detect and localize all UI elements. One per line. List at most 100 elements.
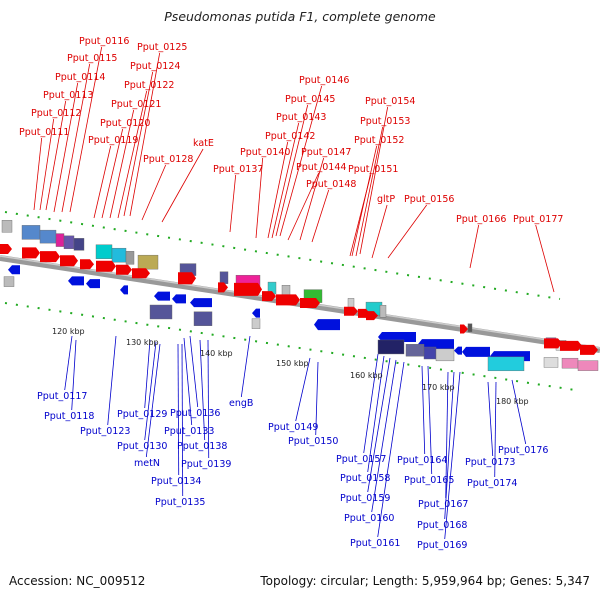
forward-gene-label: Pput_0125 — [137, 42, 187, 53]
reverse-feature — [405, 344, 425, 357]
forward-leader-line — [61, 63, 91, 213]
reverse-gene-label: Pput_0165 — [404, 475, 454, 486]
reverse-gene-label: Pput_0159 — [340, 493, 390, 504]
forward-leader-line — [39, 118, 55, 211]
forward-feature — [21, 225, 41, 240]
forward-gene-label: Pput_0143 — [276, 112, 326, 123]
forward-leader-line — [161, 148, 204, 223]
reverse-gene-arrow — [86, 279, 100, 289]
forward-gene-arrow — [262, 291, 276, 302]
reverse-gene-label: Pput_0158 — [340, 473, 390, 484]
forward-gene-label: Pput_0113 — [43, 90, 93, 101]
reverse-leader-line — [295, 357, 311, 422]
forward-leader-line — [371, 204, 388, 259]
reverse-gene-label: Pput_0135 — [155, 497, 205, 508]
forward-gene-arrow — [276, 294, 300, 306]
forward-gene-arrow — [116, 264, 132, 275]
forward-gene-label: Pput_0120 — [100, 118, 150, 129]
forward-leader-line — [255, 157, 264, 239]
forward-gene-label: Pput_0146 — [299, 75, 349, 86]
forward-gene-arrow — [544, 338, 562, 349]
forward-gene-label: Pput_0122 — [124, 80, 174, 91]
kbp-ticks: 120 kbp 130 kbp 140 kbp 150 kbp 160 kbp 170 k… — [52, 327, 529, 406]
reverse-feature — [423, 346, 437, 360]
reverse-gene-arrow — [190, 298, 212, 308]
forward-feature — [73, 238, 85, 251]
forward-leader-line — [349, 174, 372, 257]
forward-leader-line — [93, 145, 112, 219]
forward-feature — [137, 254, 159, 270]
reverse-outer-tick-row — [4, 302, 576, 391]
forward-feature — [111, 247, 127, 263]
reverse-gene-label: Pput_0150 — [288, 436, 338, 447]
reverse-gene-label: Pput_0173 — [465, 457, 515, 468]
reverse-leader-line — [177, 343, 180, 476]
reverse-leader-line — [107, 335, 117, 426]
forward-gene-arrow — [218, 282, 228, 293]
reverse-leader-line — [371, 359, 397, 513]
forward-feature — [39, 229, 57, 244]
reverse-leader-line — [71, 339, 77, 411]
forward-leader-line — [287, 172, 320, 241]
reverse-gene-label: metN — [134, 458, 160, 469]
forward-leader-line — [129, 52, 161, 217]
forward-gene-arrow — [344, 306, 358, 316]
reverse-gene-label: Pput_0117 — [37, 391, 87, 402]
forward-gene-label: Pput_0112 — [31, 108, 81, 119]
forward-gene-arrow — [22, 247, 40, 259]
reverse-leader-line — [444, 371, 455, 520]
reverse-feature — [193, 311, 213, 326]
forward-gene-label: Pput_0151 — [348, 164, 398, 175]
forward-leader-line — [535, 224, 555, 293]
reverse-gene-arrow — [454, 346, 462, 355]
forward-leader-line — [33, 137, 43, 211]
forward-gene-arrow — [132, 268, 150, 279]
reverse-leader-line — [144, 339, 151, 409]
reverse-leader-line — [64, 335, 73, 391]
forward-gene-label: Pput_0166 — [456, 214, 506, 225]
reverse-feature — [487, 356, 525, 372]
reverse-leader-line — [511, 379, 527, 445]
forward-gene-label: Pput_0114 — [55, 72, 105, 83]
reverse-feature — [561, 357, 579, 369]
forward-gene-label: Pput_0121 — [111, 99, 161, 110]
forward-gene-arrow — [580, 344, 598, 355]
reverse-leader-line — [144, 341, 157, 441]
reverse-gene-label: Pput_0138 — [177, 441, 227, 452]
reverse-feature — [149, 304, 173, 320]
forward-leader-line — [311, 189, 330, 243]
kbp-tick-label: 170 kbp — [422, 383, 455, 392]
forward-gene-label: Pput_0144 — [296, 162, 346, 173]
reverse-gene-label: Pput_0174 — [467, 478, 517, 489]
forward-gene-label: Pput_0148 — [306, 179, 356, 190]
reverse-leader-line — [427, 365, 433, 475]
gene-labels: Pput_0116 Pput_0125 Pput_0115 Pput_0124 Pput… — [19, 36, 563, 551]
forward-leader-line — [275, 104, 309, 237]
forward-gene-arrow — [366, 311, 378, 321]
forward-gene-arrow — [96, 260, 116, 272]
forward-leader-line — [69, 46, 103, 213]
forward-gene-arrow — [300, 298, 320, 308]
forward-feature — [379, 305, 387, 318]
reverse-gene-label: Pput_0169 — [417, 540, 467, 551]
reverse-gene-label: Pput_0136 — [170, 408, 220, 419]
reverse-leader-line — [183, 337, 193, 426]
forward-gene-arrow — [560, 340, 582, 351]
reverse-gene-label: Pput_0164 — [397, 455, 447, 466]
forward-leader-line — [359, 106, 389, 255]
reverse-gene-arrow — [172, 294, 186, 304]
kbp-tick-label: 150 kbp — [276, 359, 309, 368]
reverse-feature — [435, 348, 455, 362]
forward-gene-label: Pput_0119 — [88, 135, 138, 146]
forward-feature — [219, 271, 229, 284]
reverse-leader-line — [189, 335, 199, 408]
forward-leader-line — [229, 174, 237, 233]
reverse-gene-arrow — [68, 276, 84, 286]
reverse-gene-arrow — [120, 285, 128, 295]
forward-leader-line — [53, 82, 79, 213]
reverse-leader-line — [494, 381, 497, 478]
reverse-leader-line — [367, 355, 385, 473]
forward-leader-line — [123, 71, 154, 217]
forward-leader-line — [469, 224, 480, 269]
reverse-leader-line — [445, 371, 449, 499]
